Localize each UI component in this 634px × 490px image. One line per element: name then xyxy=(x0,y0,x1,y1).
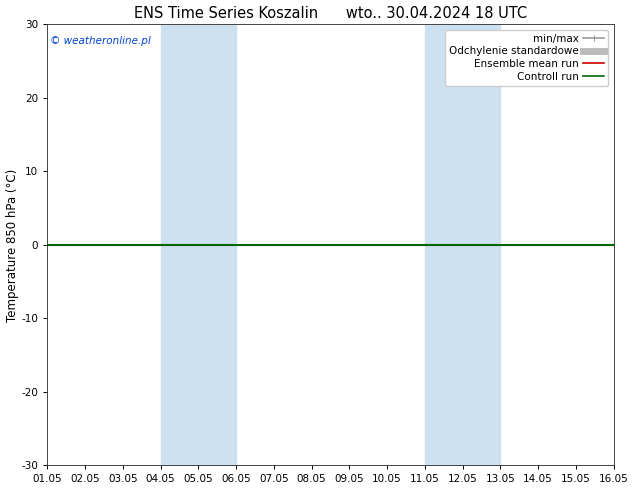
Bar xyxy=(425,24,500,465)
Y-axis label: Temperature 850 hPa (°C): Temperature 850 hPa (°C) xyxy=(6,169,18,321)
Legend: min/max, Odchylenie standardowe, Ensemble mean run, Controll run: min/max, Odchylenie standardowe, Ensembl… xyxy=(445,30,609,86)
Text: © weatheronline.pl: © weatheronline.pl xyxy=(50,35,151,46)
Title: ENS Time Series Koszalin      wto.. 30.04.2024 18 UTC: ENS Time Series Koszalin wto.. 30.04.202… xyxy=(134,5,527,21)
Bar xyxy=(160,24,236,465)
